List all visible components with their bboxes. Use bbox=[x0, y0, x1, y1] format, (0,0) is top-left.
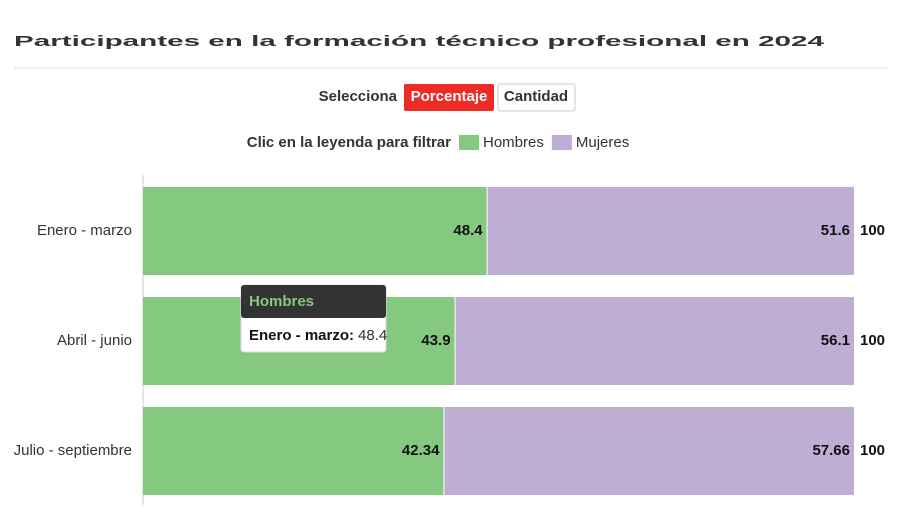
legend-label[interactable]: Mujeres bbox=[576, 134, 629, 151]
value-label: 48.4 bbox=[453, 222, 483, 239]
legend-swatch[interactable] bbox=[551, 135, 572, 150]
tooltip-title: Hombres bbox=[249, 293, 314, 310]
bar bbox=[143, 407, 444, 495]
button-percent[interactable] bbox=[404, 84, 494, 111]
button-label[interactable]: Porcentaje bbox=[411, 88, 488, 105]
value-label: 56.1 bbox=[821, 332, 850, 349]
total-label: 100 bbox=[860, 222, 885, 239]
button-count[interactable] bbox=[497, 83, 576, 112]
value-label: 57.66 bbox=[812, 442, 850, 459]
bar bbox=[455, 297, 854, 385]
control-label: Selecciona bbox=[319, 88, 398, 105]
legend-swatch[interactable] bbox=[459, 135, 479, 150]
bar bbox=[444, 407, 854, 495]
y-tick-label: Julio - septiembre bbox=[14, 442, 132, 459]
y-tick-label: Enero - marzo bbox=[37, 222, 132, 239]
legend-hint: Clic en la leyenda para filtrar bbox=[247, 134, 451, 151]
bar bbox=[143, 187, 487, 275]
y-tick-label: Abril - junio bbox=[57, 332, 132, 349]
value-label: 51.6 bbox=[821, 222, 850, 239]
value-label: 43.9 bbox=[421, 332, 450, 349]
tooltip-label: Enero - marzo: bbox=[249, 327, 354, 344]
legend-label[interactable]: Hombres bbox=[483, 134, 544, 151]
chart-title: Participantes en la formación técnico pr… bbox=[14, 33, 825, 50]
tooltip-value: 48.4 bbox=[358, 327, 387, 344]
total-label: 100 bbox=[860, 332, 885, 349]
tooltip-header bbox=[241, 285, 386, 318]
button-label[interactable]: Cantidad bbox=[504, 88, 568, 105]
value-label: 42.34 bbox=[402, 442, 440, 459]
bar bbox=[487, 187, 854, 275]
total-label: 100 bbox=[860, 442, 885, 459]
